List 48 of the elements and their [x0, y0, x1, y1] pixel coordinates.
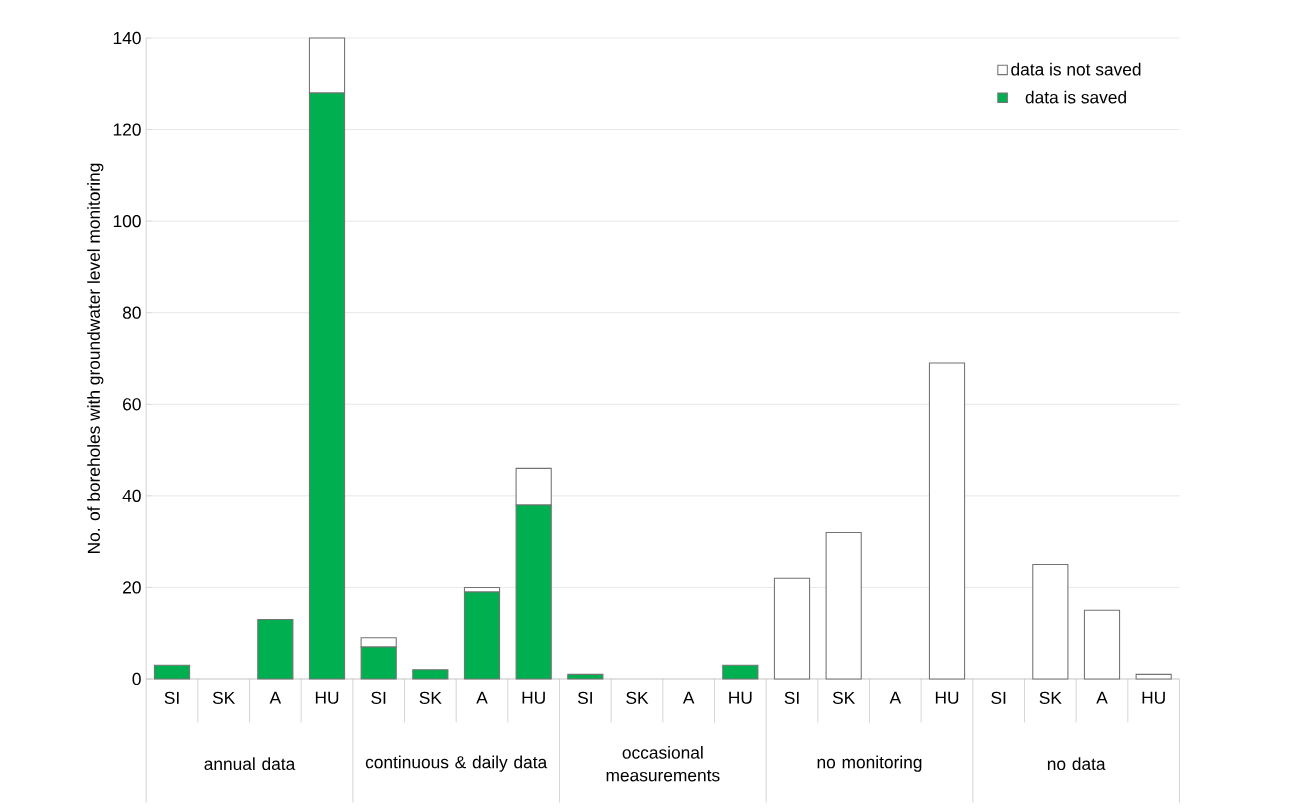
x-tick-label: SI — [371, 691, 386, 704]
x-tick-label: SK — [832, 691, 856, 704]
bar — [773, 577, 811, 680]
text: continuous & daily data — [365, 755, 548, 772]
text: no data — [1047, 757, 1106, 771]
x-tick-label: A — [269, 691, 282, 704]
bar — [1032, 563, 1069, 680]
y-tick-label: 120 — [113, 123, 141, 136]
x-tick-label: HU — [729, 691, 752, 704]
y-tick-label: 80 — [122, 306, 141, 319]
bar — [1083, 609, 1121, 680]
x-tick-label: A — [476, 691, 488, 704]
y-tick-label: 0 — [132, 672, 141, 686]
x-tick-label: SI — [164, 691, 179, 704]
x-tick-label: A — [682, 691, 695, 704]
x-tick-label: SI — [991, 691, 1006, 704]
y-tick-label: 140 — [113, 31, 141, 45]
legend-label: data is saved — [1025, 90, 1126, 104]
text: occasional measurements — [606, 745, 720, 782]
x-tick-label: HU — [315, 691, 339, 704]
bar — [412, 669, 449, 680]
x-tick-label: HU — [1142, 691, 1165, 704]
bar — [463, 591, 501, 680]
bar — [1135, 673, 1172, 680]
y-tick-label: 100 — [113, 215, 141, 228]
bar — [722, 664, 759, 680]
legend-label: data is not saved — [1011, 62, 1141, 76]
bar — [928, 362, 966, 680]
x-tick-label: HU — [935, 691, 959, 704]
x-tick-label: SK — [1039, 691, 1062, 704]
x-tick-label: HU — [522, 691, 545, 704]
text: no monitoring — [817, 755, 922, 772]
x-tick-label: SI — [784, 691, 799, 704]
x-tick-label: A — [889, 691, 902, 704]
text: annual data — [204, 757, 296, 771]
y-tick-label: 60 — [123, 398, 141, 411]
y-axis-title: No. of boreholes with groundwater level monitoring — [87, 163, 104, 553]
x-tick-label: SK — [626, 691, 649, 704]
bar — [567, 673, 604, 680]
x-tick-label: SI — [577, 691, 592, 704]
bar — [257, 618, 294, 680]
x-tick-label: A — [1096, 691, 1108, 704]
y-tick-label: 40 — [122, 489, 141, 502]
bar — [153, 664, 191, 680]
x-tick-label: SK — [212, 691, 236, 704]
y-tick-label: 20 — [123, 581, 141, 594]
bar — [825, 531, 862, 680]
x-tick-label: SK — [419, 691, 442, 704]
